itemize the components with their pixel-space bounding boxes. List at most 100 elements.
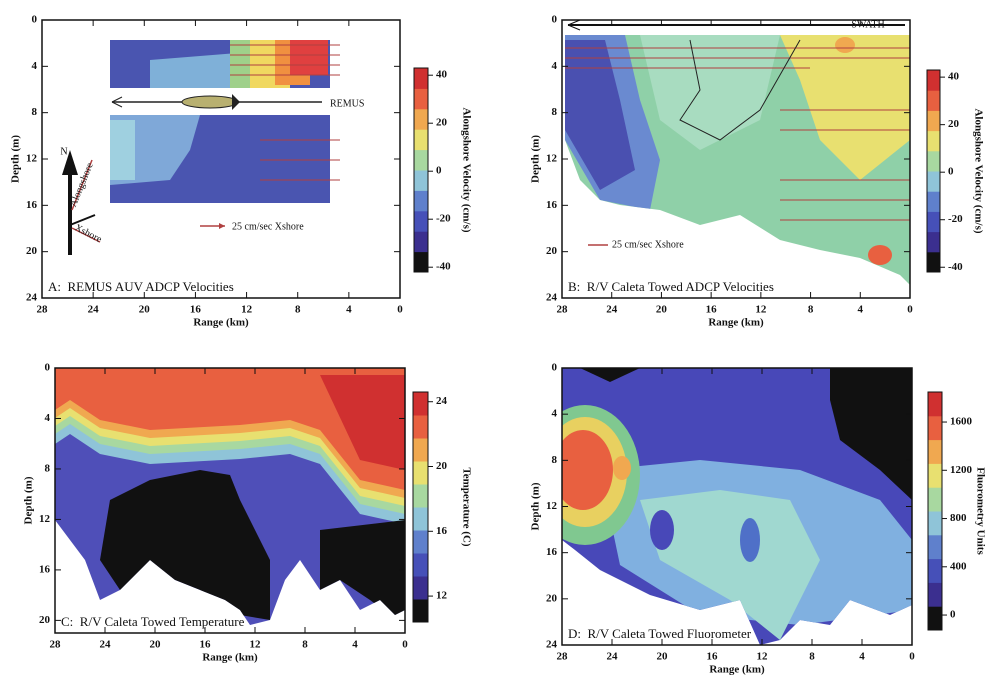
colorbar-swatch: [928, 558, 942, 583]
colorbar-tick-label: -20: [436, 213, 451, 225]
x-tick-label: 8: [295, 304, 301, 316]
y-axis-label: Depth (m): [10, 135, 22, 183]
field-d: [562, 368, 912, 645]
x-tick-label: 8: [302, 639, 308, 651]
colorbar-swatch: [414, 231, 428, 253]
colorbar-swatch: [928, 439, 942, 464]
colorbar-swatch: [413, 461, 428, 485]
x-tick-label: 28: [557, 304, 569, 316]
panel-title: A: REMUS AUV ADCP Velocities: [48, 279, 234, 294]
y-tick-label: 12: [39, 513, 51, 525]
colorbar-tick-label: 0: [436, 165, 442, 177]
colorbar-tick-label: 1200: [950, 464, 973, 476]
x-axis-label: Range (km): [193, 317, 249, 329]
y-tick-label: 8: [552, 454, 558, 466]
colorbar-swatch: [413, 553, 428, 577]
colorbar-label: Fluorometry Units: [974, 467, 986, 555]
panel-title: C: R/V Caleta Towed Temperature: [61, 614, 245, 629]
x-tick-label: 0: [909, 651, 915, 663]
y-tick-label: 8: [45, 462, 51, 474]
colorbar-swatch: [927, 70, 940, 91]
colorbar-swatch: [413, 507, 428, 531]
x-tick-label: 12: [757, 651, 769, 663]
x-tick-label: 20: [656, 304, 668, 316]
colorbar-swatch: [927, 231, 940, 253]
x-tick-label: 4: [346, 304, 352, 316]
x-tick-label: 24: [607, 651, 619, 663]
y-tick-label: 20: [546, 592, 558, 604]
y-tick-label: 24: [546, 292, 558, 304]
colorbar-swatch: [927, 130, 940, 152]
colorbar-swatch: [414, 251, 428, 273]
x-tick-label: 0: [402, 639, 408, 651]
annotation: REMUS: [330, 98, 364, 109]
y-tick-label: 20: [39, 614, 51, 626]
colorbar-swatch: [928, 606, 942, 631]
y-tick-label: 4: [32, 60, 38, 72]
y-tick-label: 16: [546, 199, 558, 211]
x-tick-label: 0: [907, 304, 913, 316]
x-tick-label: 20: [150, 639, 162, 651]
x-tick-label: 4: [858, 304, 864, 316]
x-tick-label: 12: [241, 304, 253, 316]
x-tick-label: 16: [706, 304, 718, 316]
x-tick-label: 8: [809, 651, 815, 663]
colorbar-swatch: [413, 438, 428, 462]
colorbar-frame: [413, 67, 429, 273]
x-tick-label: 12: [755, 304, 767, 316]
y-tick-label: 16: [546, 546, 558, 558]
colorbar-label: Alongshore Velocity (cm/s): [972, 108, 984, 233]
colorbar-tick-label: 400: [950, 560, 967, 572]
y-tick-label: 0: [552, 14, 558, 26]
x-axis-label: Range (km): [709, 664, 765, 676]
x-tick-label: 28: [557, 651, 569, 663]
y-tick-label: 24: [546, 639, 558, 651]
colorbar-swatch: [928, 534, 942, 560]
colorbar-tick-label: -40: [436, 261, 451, 273]
x-axis-label: Range (km): [202, 652, 258, 664]
colorbar-tick-label: 0: [950, 609, 956, 621]
colorbar-swatch: [413, 576, 428, 600]
colorbar-tick-label: 40: [436, 69, 448, 81]
colorbar-swatch: [928, 582, 942, 607]
colorbar-tick-label: 20: [436, 460, 448, 472]
colorbar-swatch: [928, 415, 942, 441]
annotation: 25 cm/sec Xshore: [232, 221, 304, 232]
x-tick-label: 12: [250, 639, 262, 651]
x-tick-label: 16: [707, 651, 719, 663]
x-tick-label: 24: [88, 304, 100, 316]
x-tick-label: 24: [100, 639, 112, 651]
y-tick-label: 0: [552, 362, 558, 374]
colorbar-swatch: [414, 149, 428, 171]
colorbar-swatch: [414, 68, 428, 89]
y-tick-label: 4: [45, 412, 51, 424]
colorbar-label: Temperature (C): [460, 467, 472, 546]
x-tick-label: 8: [808, 304, 814, 316]
y-tick-label: 16: [39, 563, 51, 575]
colorbar-tick-label: 24: [436, 395, 448, 407]
colorbar-swatch: [413, 599, 428, 623]
panel-title: D: R/V Caleta Towed Fluorometer: [568, 626, 752, 641]
colorbar-tick-label: 20: [948, 118, 960, 130]
y-tick-label: 16: [26, 199, 38, 211]
colorbar-tick-label: 1600: [950, 416, 973, 428]
y-tick-label: 4: [552, 408, 558, 420]
colorbar-swatch: [928, 511, 942, 536]
colorbar-swatch: [413, 484, 428, 508]
colorbar-tick-label: 800: [950, 512, 967, 524]
y-axis-label: Depth (m): [530, 135, 542, 183]
y-axis-label: Depth (m): [530, 482, 542, 530]
y-tick-label: 0: [32, 14, 38, 26]
colorbar-tick-label: 16: [436, 525, 448, 537]
colorbar-tick-label: 12: [436, 590, 448, 602]
y-tick-label: 20: [546, 245, 558, 257]
annotation: N: [60, 146, 67, 157]
y-tick-label: 12: [26, 153, 38, 165]
colorbar-swatch: [927, 110, 940, 132]
annotation: SWATH: [851, 19, 884, 30]
colorbar-frame: [926, 69, 941, 273]
x-tick-label: 4: [352, 639, 358, 651]
y-tick-label: 8: [32, 106, 38, 118]
y-tick-label: 20: [26, 245, 38, 257]
x-tick-label: 20: [139, 304, 151, 316]
